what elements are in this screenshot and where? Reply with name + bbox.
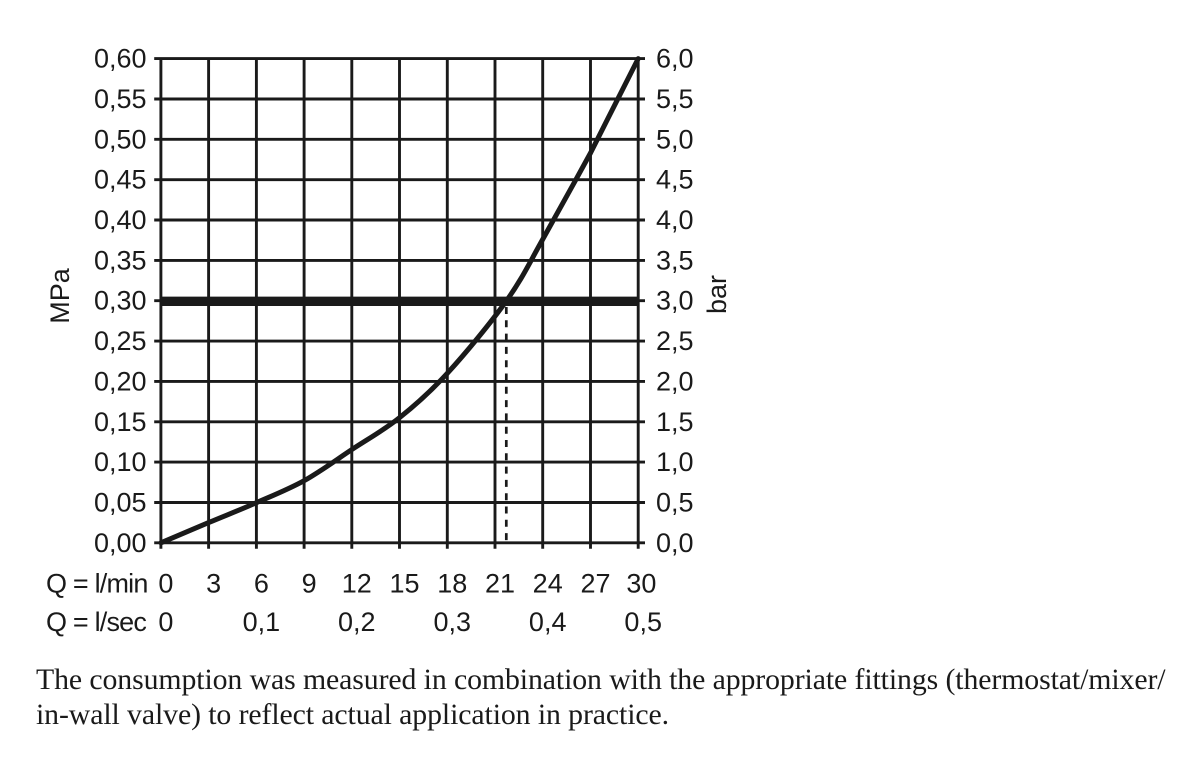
svg-text:3,0: 3,0 — [656, 286, 694, 316]
svg-text:6,0: 6,0 — [656, 44, 694, 74]
svg-text:0,35: 0,35 — [94, 245, 147, 275]
svg-text:4,0: 4,0 — [656, 205, 694, 235]
svg-text:0,60: 0,60 — [94, 44, 147, 74]
svg-text:0,20: 0,20 — [94, 366, 147, 396]
svg-text:0,10: 0,10 — [94, 447, 147, 477]
svg-text:0,25: 0,25 — [94, 326, 147, 356]
svg-text:15: 15 — [389, 569, 419, 599]
svg-text:bar: bar — [702, 275, 732, 314]
svg-text:0,5: 0,5 — [656, 488, 694, 518]
svg-text:18: 18 — [437, 569, 467, 599]
svg-text:0,00: 0,00 — [94, 528, 147, 558]
svg-text:0,5: 0,5 — [624, 607, 662, 637]
svg-text:2,5: 2,5 — [656, 326, 694, 356]
svg-text:9: 9 — [302, 569, 317, 599]
svg-text:21: 21 — [485, 569, 515, 599]
svg-text:6: 6 — [254, 569, 269, 599]
svg-text:1,5: 1,5 — [656, 407, 694, 437]
svg-text:5,0: 5,0 — [656, 124, 694, 154]
svg-text:3,5: 3,5 — [656, 245, 694, 275]
svg-text:0,40: 0,40 — [94, 205, 147, 235]
svg-text:0,4: 0,4 — [529, 607, 567, 637]
svg-text:0: 0 — [158, 607, 173, 637]
svg-text:27: 27 — [580, 569, 610, 599]
svg-text:1,0: 1,0 — [656, 447, 694, 477]
svg-text:0,3: 0,3 — [434, 607, 472, 637]
svg-text:3: 3 — [206, 569, 221, 599]
svg-text:0,55: 0,55 — [94, 84, 147, 114]
svg-text:12: 12 — [342, 569, 372, 599]
svg-text:4,5: 4,5 — [656, 165, 694, 195]
svg-text:0: 0 — [158, 569, 173, 599]
svg-text:0,45: 0,45 — [94, 165, 147, 195]
svg-text:2,0: 2,0 — [656, 366, 694, 396]
svg-text:0,30: 0,30 — [94, 286, 147, 316]
svg-text:24: 24 — [533, 569, 563, 599]
svg-text:0,2: 0,2 — [338, 607, 376, 637]
svg-text:0,05: 0,05 — [94, 488, 147, 518]
svg-text:0,50: 0,50 — [94, 124, 147, 154]
svg-text:0,1: 0,1 — [243, 607, 281, 637]
svg-text:MPa: MPa — [45, 267, 75, 324]
svg-text:Q = l/min: Q = l/min — [46, 569, 148, 599]
svg-text:0,15: 0,15 — [94, 407, 147, 437]
svg-text:Q = l/sec: Q = l/sec — [46, 607, 146, 637]
svg-text:0,0: 0,0 — [656, 528, 694, 558]
svg-text:30: 30 — [626, 569, 656, 599]
svg-text:5,5: 5,5 — [656, 84, 694, 114]
